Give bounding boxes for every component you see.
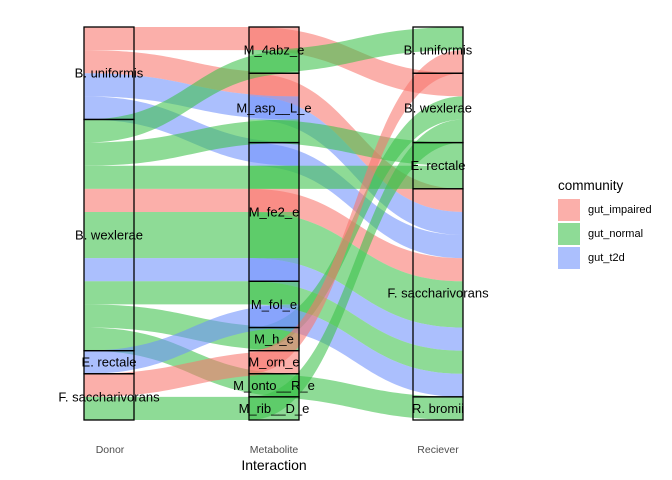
stratum-label: M_h_e [254,332,294,347]
legend: community gut_impaired gut_normal gut_t2d [558,178,652,269]
axis-ticks: Donor Metabolite Reciever [96,444,460,456]
x-tick-label: Metabolite [250,444,299,456]
legend-label: gut_impaired [588,204,652,216]
stratum-box [248,396,300,421]
flow-ribbon-donor-metabolite [84,304,299,374]
stratum-label: B. uniformis [404,43,473,58]
x-axis-title: Interaction [241,457,306,473]
legend-key [558,223,580,245]
stratum-label: M_asp__L_e [236,100,311,115]
legend-key [558,199,580,221]
x-tick-label: Donor [96,444,125,456]
legend-key [558,247,580,269]
flow-ribbon-donor-metabolite [84,396,299,420]
flow-ribbon-donor-metabolite [84,50,299,97]
flow-ribbon-donor-metabolite [84,258,299,282]
flow-ribbon-donor-metabolite [84,27,299,51]
flow-ribbon-donor-metabolite [84,350,299,397]
flow-ribbon-donor-metabolite [84,327,299,397]
flow-ribbon-donor-metabolite [84,119,299,166]
stratum-box [412,396,464,421]
stratum-label: B. uniformis [75,66,144,81]
stratum-label: E. rectale [411,158,466,173]
flow-layer [84,27,463,421]
stratum-label: M_orn_e [248,355,299,370]
legend-label: gut_t2d [588,252,625,264]
stratum-label: M_fol_e [251,297,297,312]
strata-layer: B. uniformis B. wexlerae E. rectale F. sacc… [58,26,489,421]
stratum-box [83,373,135,421]
stratum-label: M_onto__R_e [233,378,315,393]
flow-ribbon-metabolite-receiver [249,258,463,351]
flow-ribbon-donor-metabolite [84,188,299,212]
stratum-label: B. wexlerae [404,100,472,115]
flow-ribbon-metabolite-receiver [249,50,463,374]
stratum-label: M_fe2_e [249,204,300,219]
flow-ribbon-donor-metabolite [84,50,299,143]
flow-ribbon-metabolite-receiver [249,188,463,282]
flow-ribbon-donor-metabolite [84,211,299,259]
stratum-label: E. rectale [82,355,137,370]
flow-ribbon-metabolite-receiver [249,27,463,97]
flow-ribbon-metabolite-receiver [249,119,463,421]
stratum-label: M_rib__D_e [239,401,310,416]
flow-ribbon-donor-metabolite [84,281,299,305]
flow-ribbon-donor-metabolite [84,165,299,189]
x-tick-label: Reciever [417,444,459,456]
stratum-label: F. saccharivorans [387,285,489,300]
stratum-label: B. wexlerae [75,228,143,243]
legend-title: community [558,178,624,193]
stratum-label: R. bromii [412,401,464,416]
legend-label: gut_normal [588,228,643,240]
stratum-label: F. saccharivorans [58,389,160,404]
stratum-label: M_4abz_e [244,43,305,58]
flow-ribbon-metabolite-receiver [249,27,463,74]
